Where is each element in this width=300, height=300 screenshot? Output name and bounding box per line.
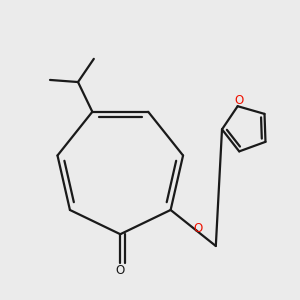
Text: O: O	[116, 264, 125, 277]
Text: O: O	[234, 94, 244, 107]
Text: O: O	[194, 222, 203, 236]
